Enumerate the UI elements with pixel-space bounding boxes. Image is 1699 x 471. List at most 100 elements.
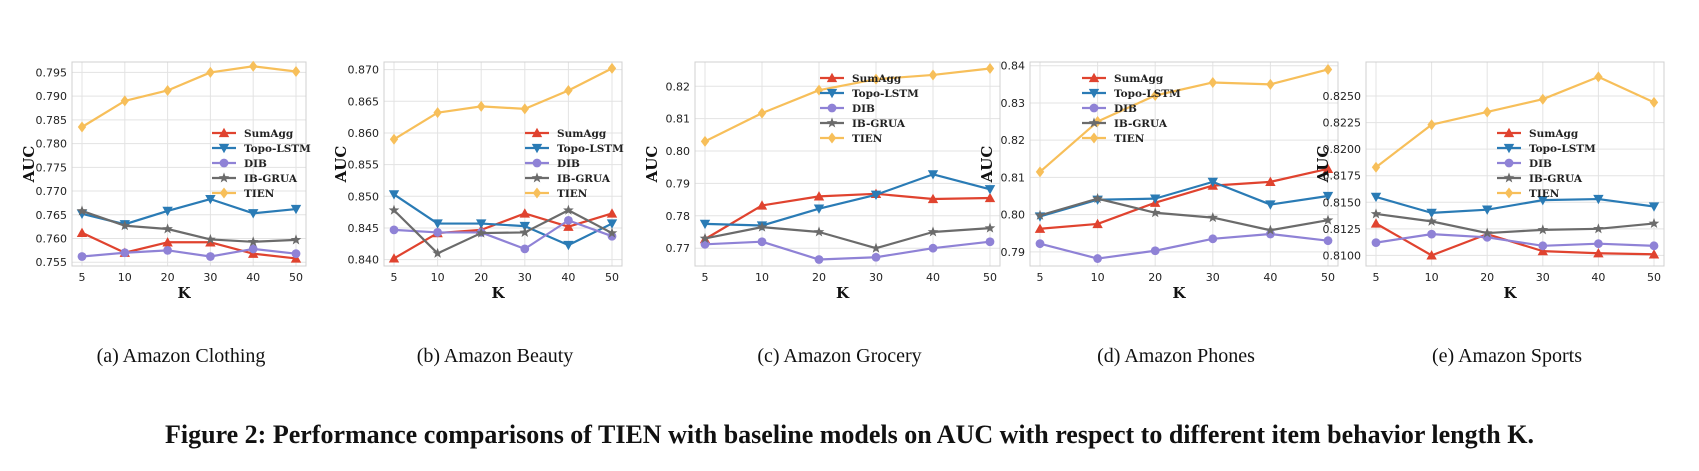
y-tick-label: 0.790	[36, 90, 68, 103]
series-line-dib	[705, 242, 990, 260]
y-axis-label: AUC	[20, 146, 38, 184]
data-point-dib	[872, 253, 881, 262]
data-point-tien	[929, 69, 937, 80]
y-tick-label: 0.79	[1001, 246, 1026, 259]
data-point-dib	[929, 244, 938, 253]
data-point-dib	[1208, 234, 1217, 243]
legend-label: SumAgg	[1529, 128, 1579, 140]
y-axis-label: AUC	[643, 146, 661, 184]
data-point-sumagg	[1371, 218, 1381, 227]
y-tick-label: 0.755	[36, 256, 68, 269]
data-point-tien	[1483, 106, 1491, 117]
legend-marker-dib	[828, 104, 837, 113]
series-line-topo-lstm	[394, 194, 612, 245]
x-tick-label: 40	[246, 271, 260, 284]
series-line-sumagg	[394, 213, 612, 258]
x-tick-label: 10	[1425, 271, 1439, 284]
y-tick-label: 0.860	[348, 127, 380, 140]
data-point-tien	[701, 136, 709, 147]
subfigure-caption: (d) Amazon Phones	[1097, 345, 1255, 367]
y-tick-label: 0.82	[1001, 134, 1026, 147]
legend-marker-ib-grua	[532, 172, 543, 182]
data-point-dib	[986, 237, 995, 246]
legend: SumAgg Topo-LSTM DIB IB-GRUA TIEN	[525, 128, 624, 200]
figure-caption: Figure 2: Performance comparisons of TIE…	[0, 420, 1699, 450]
legend-marker-dib	[1505, 159, 1514, 168]
x-axis-label: K	[1503, 284, 1517, 302]
data-point-tien	[1539, 94, 1547, 105]
x-axis-label: K	[1172, 284, 1186, 302]
data-point-tien	[390, 134, 398, 145]
data-point-dib	[1650, 241, 1659, 250]
x-tick-label: 20	[812, 271, 826, 284]
data-point-sumagg	[520, 208, 530, 217]
y-tick-label: 0.8250	[1323, 90, 1362, 103]
chart-panel: 0.790.800.810.820.830.845 10 20 30 40 50KAUCS…	[978, 60, 1338, 367]
x-tick-label: 5	[79, 271, 86, 284]
legend-label: SumAgg	[244, 128, 294, 140]
series-line-tien	[1376, 77, 1654, 167]
y-tick-label: 0.84	[1001, 60, 1026, 73]
series-line-sumagg	[705, 194, 990, 239]
data-point-topo-lstm	[563, 241, 573, 250]
x-tick-label: 10	[1091, 271, 1105, 284]
data-point-sumagg	[389, 253, 399, 262]
legend-marker-tien	[1505, 188, 1513, 199]
subfigure-caption: (b) Amazon Beauty	[417, 345, 574, 367]
legend-label: Topo-LSTM	[1114, 88, 1181, 100]
data-point-dib	[390, 225, 399, 234]
series-line-dib	[1040, 234, 1328, 259]
legend: SumAgg Topo-LSTM DIB IB-GRUA TIEN	[820, 73, 919, 145]
data-point-topo-lstm	[607, 219, 617, 228]
legend-label: Topo-LSTM	[852, 88, 919, 100]
x-tick-label: 50	[1647, 271, 1661, 284]
series-line-ib-grua	[82, 211, 296, 242]
series-line-topo-lstm	[82, 199, 296, 224]
y-tick-label: 0.780	[36, 138, 68, 151]
legend-label: DIB	[244, 158, 267, 170]
y-tick-label: 0.81	[1001, 171, 1026, 184]
y-tick-label: 0.765	[36, 209, 68, 222]
subfigure-caption: (a) Amazon Clothing	[97, 345, 266, 367]
legend-label: SumAgg	[852, 73, 902, 85]
y-axis-label: AUC	[978, 146, 996, 184]
x-axis-label: K	[491, 284, 505, 302]
x-tick-label: 50	[605, 271, 619, 284]
data-point-sumagg	[607, 208, 617, 217]
x-tick-label: 30	[518, 271, 532, 284]
x-tick-label: 10	[431, 271, 445, 284]
legend-label: IB-GRUA	[852, 118, 906, 130]
legend-label: SumAgg	[1114, 73, 1164, 85]
y-tick-label: 0.81	[666, 113, 691, 126]
data-point-dib	[163, 246, 172, 255]
data-point-dib	[1093, 254, 1102, 263]
y-tick-label: 0.770	[36, 185, 68, 198]
subfigure-caption: (e) Amazon Sports	[1432, 345, 1582, 367]
y-tick-label: 0.78	[666, 210, 691, 223]
legend-label: DIB	[1114, 103, 1137, 115]
series-line-topo-lstm	[705, 174, 990, 225]
legend-marker-dib	[533, 159, 542, 168]
data-point-dib	[701, 240, 710, 249]
data-point-topo-lstm	[985, 185, 995, 194]
data-point-dib	[1324, 236, 1333, 245]
data-point-dib	[815, 255, 824, 264]
y-axis-label: AUC	[1314, 146, 1332, 184]
data-point-dib	[758, 237, 767, 246]
data-point-tien	[1372, 162, 1380, 173]
data-point-tien	[477, 101, 485, 112]
x-tick-label: 5	[1037, 271, 1044, 284]
figure-canvas: 0.7550.7600.7650.7700.7750.7800.7850.790…	[0, 0, 1699, 420]
chart-panel: 0.8100 0.8125 0.8150 0.8175 0.8200 0.8225 0.82…	[1314, 62, 1664, 367]
x-tick-label: 40	[1263, 271, 1277, 284]
y-tick-label: 0.840	[348, 254, 380, 267]
data-point-dib	[120, 248, 129, 257]
data-point-tien	[206, 67, 214, 78]
x-tick-label: 50	[1321, 271, 1335, 284]
legend-marker-tien	[1090, 133, 1098, 144]
legend-marker-dib	[1090, 104, 1099, 113]
legend-label: IB-GRUA	[1114, 118, 1168, 130]
y-tick-label: 0.82	[666, 80, 691, 93]
x-axis-label: K	[177, 284, 191, 302]
x-tick-label: 40	[561, 271, 575, 284]
